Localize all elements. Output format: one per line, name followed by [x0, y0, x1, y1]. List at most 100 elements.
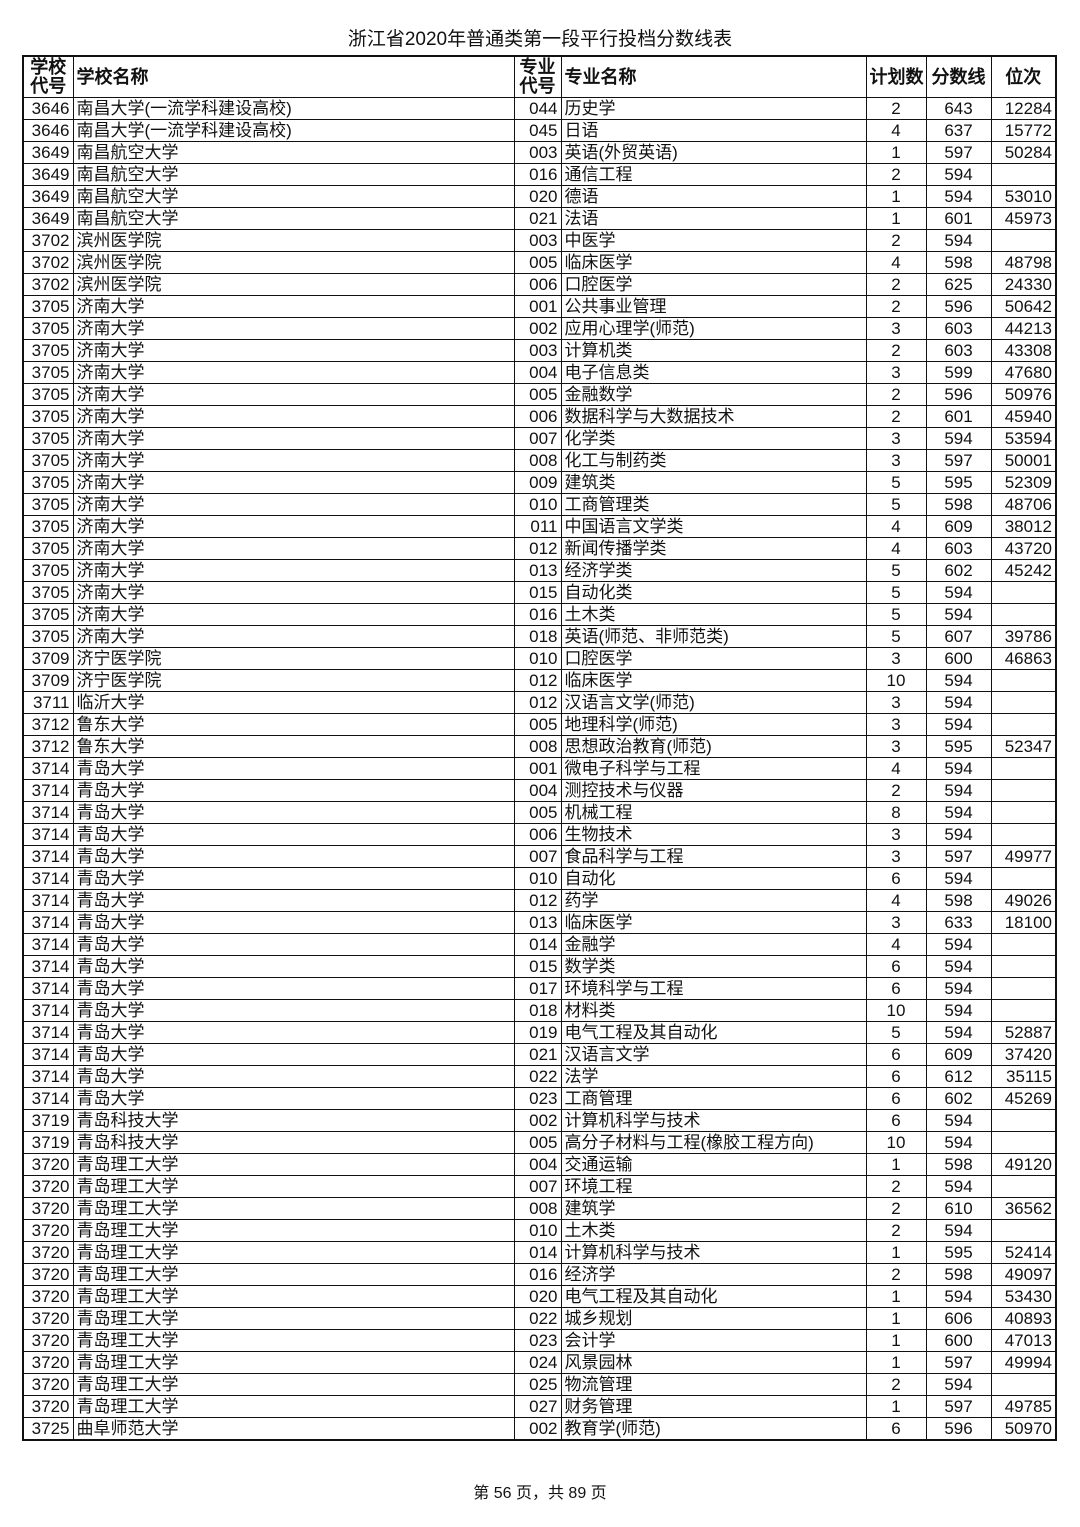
major-name-cell: 汉语言文学(师范): [560, 691, 867, 714]
major-code-cell: 006: [513, 273, 562, 296]
score-line-cell: 594: [925, 999, 992, 1022]
plan-count-cell: 2: [865, 97, 927, 120]
school-name-cell: 滨州医学院: [72, 229, 515, 252]
school-name-cell: 济宁医学院: [72, 647, 515, 670]
school-code-cell: 3720: [22, 1285, 74, 1308]
rank-cell: 48706: [990, 493, 1057, 516]
table-row: 3705 济南大学 001 公共事业管理 2 596 50642: [22, 295, 1057, 318]
school-name-cell: 青岛科技大学: [72, 1131, 515, 1154]
major-code-cell: 005: [513, 713, 562, 736]
school-name-cell: 滨州医学院: [72, 273, 515, 296]
school-code-cell: 3720: [22, 1153, 74, 1176]
school-code-cell: 3705: [22, 625, 74, 648]
school-code-cell: 3714: [22, 867, 74, 890]
school-name-cell: 青岛大学: [72, 911, 515, 934]
school-name-cell: 滨州医学院: [72, 251, 515, 274]
major-name-cell: 中国语言文学类: [560, 515, 867, 538]
major-code-cell: 013: [513, 559, 562, 582]
plan-count-cell: 1: [865, 1285, 927, 1308]
major-code-cell: 023: [513, 1329, 562, 1352]
school-code-cell: 3705: [22, 383, 74, 406]
major-name-cell: 计算机科学与技术: [560, 1109, 867, 1132]
rank-cell: 47680: [990, 361, 1057, 384]
table-row: 3705 济南大学 015 自动化类 5 594: [22, 581, 1057, 604]
school-name-cell: 青岛理工大学: [72, 1197, 515, 1220]
score-line-cell: 596: [925, 383, 992, 406]
header-plan-count: 计划数: [865, 55, 927, 98]
school-code-cell: 3714: [22, 889, 74, 912]
school-name-cell: 曲阜师范大学: [72, 1417, 515, 1441]
table-row: 3720 青岛理工大学 025 物流管理 2 594: [22, 1373, 1057, 1396]
rank-cell: 53010: [990, 185, 1057, 208]
rank-cell: [990, 823, 1057, 846]
plan-count-cell: 8: [865, 801, 927, 824]
school-name-cell: 青岛理工大学: [72, 1351, 515, 1374]
school-name-cell: 济宁医学院: [72, 669, 515, 692]
school-code-cell: 3705: [22, 515, 74, 538]
school-name-cell: 青岛理工大学: [72, 1373, 515, 1396]
plan-count-cell: 6: [865, 867, 927, 890]
score-line-cell: 599: [925, 361, 992, 384]
school-code-cell: 3714: [22, 801, 74, 824]
major-name-cell: 测控技术与仪器: [560, 779, 867, 802]
school-code-cell: 3720: [22, 1395, 74, 1418]
rank-cell: 12284: [990, 97, 1057, 120]
major-code-cell: 016: [513, 1263, 562, 1286]
score-line-cell: 603: [925, 317, 992, 340]
plan-count-cell: 6: [865, 1065, 927, 1088]
table-row: 3720 青岛理工大学 014 计算机科学与技术 1 595 52414: [22, 1241, 1057, 1264]
major-name-cell: 高分子材料与工程(橡胶工程方向): [560, 1131, 867, 1154]
score-line-cell: 594: [925, 779, 992, 802]
score-line-cell: 594: [925, 1219, 992, 1242]
major-code-cell: 021: [513, 207, 562, 230]
plan-count-cell: 1: [865, 207, 927, 230]
plan-count-cell: 2: [865, 1263, 927, 1286]
major-code-cell: 001: [513, 757, 562, 780]
score-line-cell: 603: [925, 537, 992, 560]
rank-cell: 49026: [990, 889, 1057, 912]
school-code-cell: 3714: [22, 1043, 74, 1066]
plan-count-cell: 2: [865, 1219, 927, 1242]
rank-cell: 15772: [990, 119, 1057, 142]
school-code-cell: 3705: [22, 603, 74, 626]
score-line-cell: 598: [925, 251, 992, 274]
table-row: 3720 青岛理工大学 027 财务管理 1 597 49785: [22, 1395, 1057, 1418]
plan-count-cell: 3: [865, 691, 927, 714]
school-code-cell: 3702: [22, 229, 74, 252]
major-name-cell: 口腔医学: [560, 273, 867, 296]
major-name-cell: 日语: [560, 119, 867, 142]
school-name-cell: 青岛理工大学: [72, 1329, 515, 1352]
major-name-cell: 中医学: [560, 229, 867, 252]
major-code-cell: 010: [513, 647, 562, 670]
plan-count-cell: 1: [865, 1241, 927, 1264]
score-line-cell: 610: [925, 1197, 992, 1220]
plan-count-cell: 3: [865, 449, 927, 472]
table-row: 3720 青岛理工大学 008 建筑学 2 610 36562: [22, 1197, 1057, 1220]
score-line-cell: 597: [925, 449, 992, 472]
rank-cell: 36562: [990, 1197, 1057, 1220]
score-line-cell: 625: [925, 273, 992, 296]
table-row: 3646 南昌大学(一流学科建设高校) 044 历史学 2 643 12284: [22, 97, 1057, 120]
table-row: 3712 鲁东大学 008 思想政治教育(师范) 3 595 52347: [22, 735, 1057, 758]
table-row: 3714 青岛大学 004 测控技术与仪器 2 594: [22, 779, 1057, 802]
major-name-cell: 电气工程及其自动化: [560, 1285, 867, 1308]
school-code-cell: 3649: [22, 207, 74, 230]
plan-count-cell: 4: [865, 537, 927, 560]
plan-count-cell: 1: [865, 141, 927, 164]
school-code-cell: 3646: [22, 119, 74, 142]
table-row: 3714 青岛大学 015 数学类 6 594: [22, 955, 1057, 978]
table-row: 3714 青岛大学 005 机械工程 8 594: [22, 801, 1057, 824]
plan-count-cell: 1: [865, 1307, 927, 1330]
major-code-cell: 012: [513, 691, 562, 714]
table-row: 3705 济南大学 006 数据科学与大数据技术 2 601 45940: [22, 405, 1057, 428]
school-name-cell: 临沂大学: [72, 691, 515, 714]
major-name-cell: 德语: [560, 185, 867, 208]
score-line-cell: 594: [925, 229, 992, 252]
plan-count-cell: 3: [865, 317, 927, 340]
major-code-cell: 016: [513, 163, 562, 186]
rank-cell: [990, 669, 1057, 692]
major-name-cell: 工商管理: [560, 1087, 867, 1110]
rank-cell: [990, 1373, 1057, 1396]
table-row: 3714 青岛大学 023 工商管理 6 602 45269: [22, 1087, 1057, 1110]
plan-count-cell: 1: [865, 185, 927, 208]
